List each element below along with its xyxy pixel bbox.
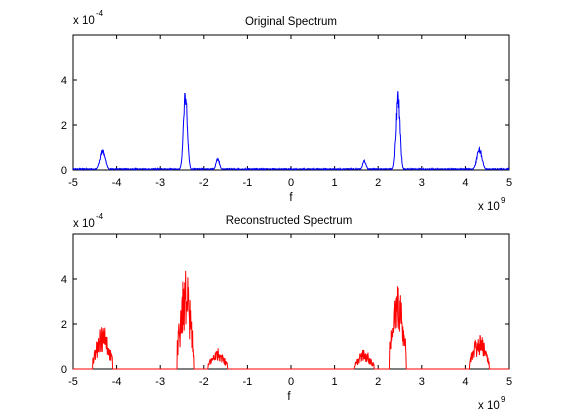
top-x-tick-label: 0 (288, 177, 294, 189)
bottom-x-tick-label: 3 (419, 376, 425, 388)
top-x-tick-label: -1 (243, 177, 253, 189)
bottom-series-line (73, 270, 509, 370)
top-x-tick-label: 1 (332, 177, 338, 189)
bottom-axes-frame (72, 233, 510, 370)
top-x-tick-label: 4 (462, 177, 468, 189)
bottom-x-tick-label: -1 (243, 376, 253, 388)
bottom-x-tick-label: 1 (332, 376, 338, 388)
svg-text:x 10: x 10 (478, 400, 500, 412)
top-x-tick-label: -4 (112, 177, 122, 189)
top-y-tick-label: 2 (61, 120, 67, 132)
top-x-tick-label: 3 (419, 177, 425, 189)
bottom-x-multiplier: x 10 9 (478, 395, 506, 412)
top-x-multiplier: x 10 9 (478, 196, 506, 213)
bottom-subplot: Reconstructed Spectrum x 10 -4 -5 -4 -3 -2-… (61, 212, 512, 412)
bottom-x-tick-label: 5 (506, 376, 512, 388)
bottom-x-tick-label: 0 (288, 376, 294, 388)
bottom-x-axis-label: f (287, 391, 291, 403)
top-x-axis-label: f (289, 192, 293, 204)
top-x-tick-label: 2 (375, 177, 381, 189)
svg-text:x 10: x 10 (73, 15, 95, 27)
svg-text:-4: -4 (96, 9, 104, 18)
top-y-multiplier: x 10 -4 (73, 9, 104, 27)
top-x-tick-label: -5 (68, 177, 78, 189)
bottom-x-tick-label: 2 (375, 376, 381, 388)
top-subplot: Original Spectrum x 10 -4 -5 -4 -3 -2 -1 0 1 2 3… (61, 9, 512, 213)
bottom-x-tick-label: 4 (462, 376, 468, 388)
svg-text:-4: -4 (96, 212, 104, 221)
top-axes-frame (72, 34, 510, 171)
svg-text:9: 9 (501, 196, 506, 205)
bottom-y-tick-label: 4 (61, 274, 67, 286)
top-x-tick-label: -3 (155, 177, 165, 189)
top-y-tick-label: 0 (61, 165, 67, 177)
bottom-chart-title: Reconstructed Spectrum (226, 215, 353, 227)
bottom-y-tick-label: 0 (61, 364, 67, 376)
top-series-line (72, 91, 510, 172)
bottom-x-tick-label: -2 (199, 376, 209, 388)
top-y-tick-label: 4 (61, 75, 67, 87)
top-y-ticks: 0 2 4 (61, 75, 509, 177)
top-x-tick-label: 5 (506, 177, 512, 189)
bottom-x-tick-label: -3 (155, 376, 165, 388)
top-chart-title: Original Spectrum (245, 16, 337, 28)
bottom-x-tick-label: -5 (68, 376, 78, 388)
bottom-x-tick-label: -4 (112, 376, 122, 388)
svg-text:x 10: x 10 (478, 201, 500, 213)
top-x-tick-label: -2 (199, 177, 209, 189)
bottom-x-ticks: -5 -4 -3 -2 -1 0 1 2 3 4 5 (68, 234, 512, 388)
svg-text:x 10: x 10 (73, 218, 95, 230)
svg-text:9: 9 (501, 395, 506, 404)
bottom-y-tick-label: 2 (61, 319, 67, 331)
bottom-y-multiplier: x 10 -4 (73, 212, 104, 230)
